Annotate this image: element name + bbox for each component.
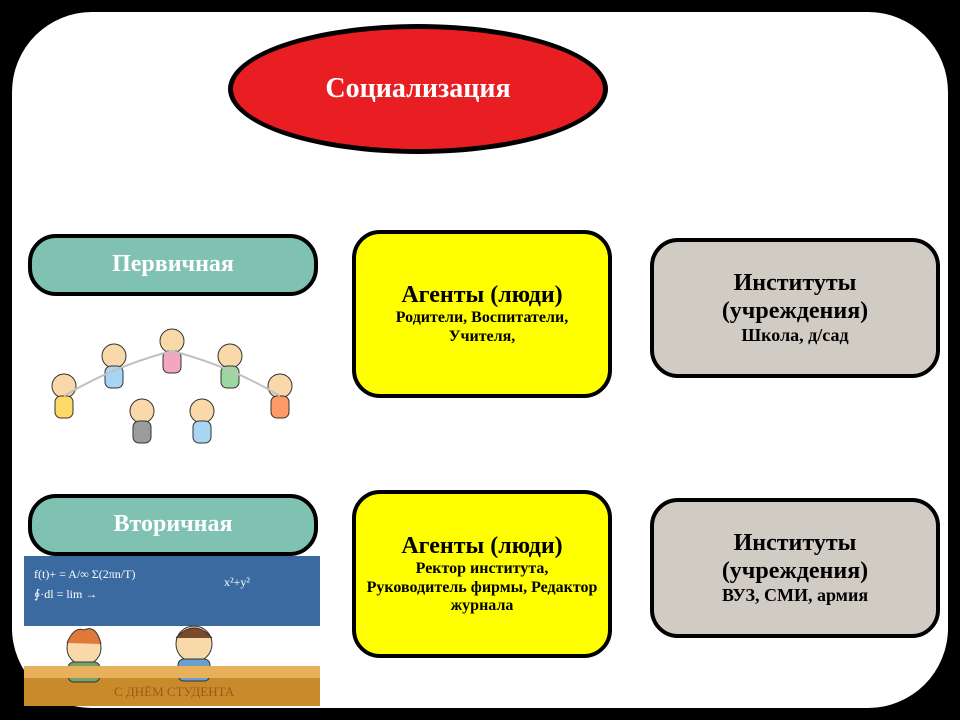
primary-label: Первичная — [28, 234, 318, 296]
agents-secondary-title: Агенты (люди) — [401, 533, 562, 561]
caption-text: С ДНЁМ СТУДЕНТА — [114, 684, 235, 699]
institutes-primary-sub: Школа, д/сад — [741, 325, 848, 346]
institutes-secondary: Институты (учреждения) ВУЗ, СМИ, армия — [650, 498, 940, 638]
svg-text:x²+y²: x²+y² — [224, 575, 250, 589]
secondary-label-text: Вторичная — [113, 511, 232, 539]
agents-primary-title: Агенты (люди) — [401, 282, 562, 310]
institutes-primary: Институты (учреждения) Школа, д/сад — [650, 238, 940, 378]
svg-text:∮·dl = lim →: ∮·dl = lim → — [34, 587, 97, 601]
agents-secondary-sub: Ректор института, Руководитель фирмы, Ре… — [366, 560, 598, 615]
agents-primary: Агенты (люди) Родители, Воспитатели, Учи… — [352, 230, 612, 398]
institutes-secondary-sub: ВУЗ, СМИ, армия — [722, 585, 868, 606]
svg-text:f(t)+ = A/∞ Σ(2πn/T): f(t)+ = A/∞ Σ(2πn/T) — [34, 567, 135, 581]
secondary-label: Вторичная — [28, 494, 318, 556]
primary-label-text: Первичная — [112, 251, 234, 279]
title-text: Социализация — [325, 73, 510, 105]
illustration-students: f(t)+ = A/∞ Σ(2πn/T) ∮·dl = lim → x²+y² … — [24, 556, 320, 706]
institutes-secondary-title: Институты (учреждения) — [664, 530, 926, 585]
institutes-primary-title: Институты (учреждения) — [664, 270, 926, 325]
agents-primary-sub: Родители, Воспитатели, Учителя, — [366, 309, 598, 346]
title-ellipse: Социализация — [228, 24, 608, 154]
agents-secondary: Агенты (люди) Ректор института, Руководи… — [352, 490, 612, 658]
illustration-children — [24, 296, 320, 446]
